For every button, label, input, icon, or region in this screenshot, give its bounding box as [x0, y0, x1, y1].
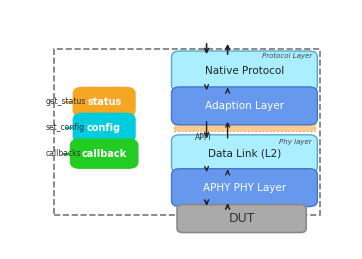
FancyBboxPatch shape [172, 87, 317, 125]
Text: Phy layer: Phy layer [279, 139, 312, 145]
Text: callback: callback [81, 149, 127, 159]
Text: status: status [87, 97, 121, 107]
FancyBboxPatch shape [174, 51, 315, 131]
Text: APPI: APPI [195, 133, 212, 142]
FancyBboxPatch shape [70, 139, 139, 169]
Text: Native Protocol: Native Protocol [205, 66, 284, 76]
FancyBboxPatch shape [172, 169, 317, 207]
Text: Data Link (L2): Data Link (L2) [208, 149, 281, 159]
Text: config: config [87, 123, 121, 133]
Text: Protocol Layer: Protocol Layer [262, 53, 312, 59]
FancyBboxPatch shape [177, 205, 306, 233]
Text: APHY PHY Layer: APHY PHY Layer [203, 183, 286, 193]
FancyBboxPatch shape [73, 87, 136, 117]
FancyBboxPatch shape [73, 113, 136, 143]
Text: Adaption Layer: Adaption Layer [205, 101, 284, 111]
FancyBboxPatch shape [172, 51, 317, 91]
Text: set_config: set_config [45, 123, 84, 132]
Text: DUT: DUT [228, 212, 255, 225]
FancyBboxPatch shape [172, 135, 317, 173]
Text: get_status: get_status [45, 97, 86, 106]
FancyBboxPatch shape [174, 137, 315, 205]
Text: callbacks: callbacks [45, 149, 81, 158]
